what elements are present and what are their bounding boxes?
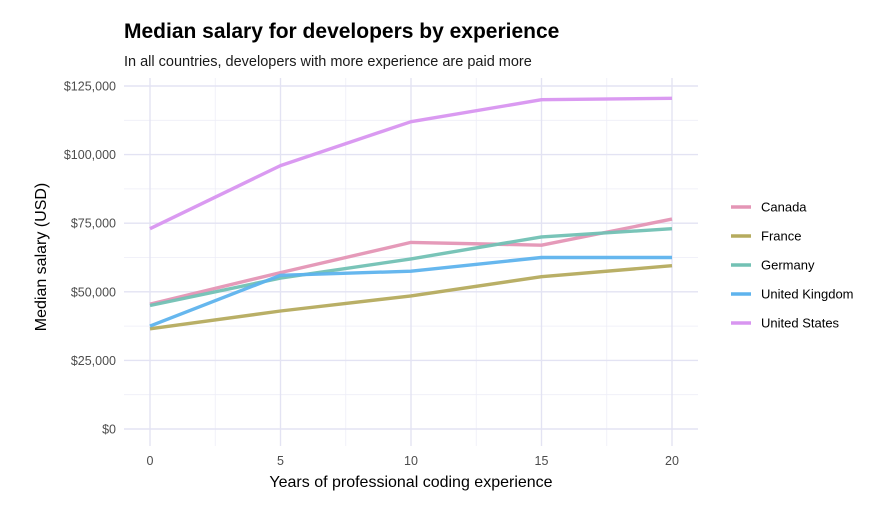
y-tick-label: $125,000 (64, 80, 116, 94)
x-tick-label: 0 (147, 454, 154, 468)
y-tick-label: $100,000 (64, 148, 116, 162)
series-line-canada (149, 217, 673, 306)
x-tick-label: 20 (665, 454, 679, 468)
legend-label-united-states: United States (761, 316, 840, 331)
series-lines (149, 96, 673, 331)
x-tick-label: 10 (404, 454, 418, 468)
y-axis-title: Median salary (USD) (33, 183, 50, 331)
legend-label-germany: Germany (761, 258, 815, 273)
grid-lines (124, 78, 698, 446)
legend-label-france: France (761, 229, 801, 244)
y-tick-label: $50,000 (71, 285, 116, 299)
y-tick-label: $25,000 (71, 354, 116, 368)
series-line-united-kingdom (149, 255, 672, 328)
chart-subtitle: In all countries, developers with more e… (124, 54, 532, 70)
legend: Canada France Germany United Kingdom United … (731, 200, 854, 331)
series-line-germany (149, 227, 673, 308)
y-axis-ticks: $0 $25,000 $50,000 $75,000 $100,000 $125,000 (64, 80, 116, 437)
x-axis-ticks: 0 5 10 15 20 (147, 454, 679, 468)
legend-label-united-kingdom: United Kingdom (761, 287, 854, 302)
y-tick-label: $0 (102, 423, 116, 437)
series-line-france (149, 264, 673, 331)
x-tick-label: 15 (535, 454, 549, 468)
x-axis-title: Years of professional coding experience (269, 474, 552, 491)
y-tick-label: $75,000 (71, 217, 116, 231)
legend-label-canada: Canada (761, 200, 807, 215)
x-tick-label: 5 (277, 454, 284, 468)
series-line-united-states (149, 96, 673, 231)
chart-title: Median salary for developers by experien… (124, 20, 560, 43)
